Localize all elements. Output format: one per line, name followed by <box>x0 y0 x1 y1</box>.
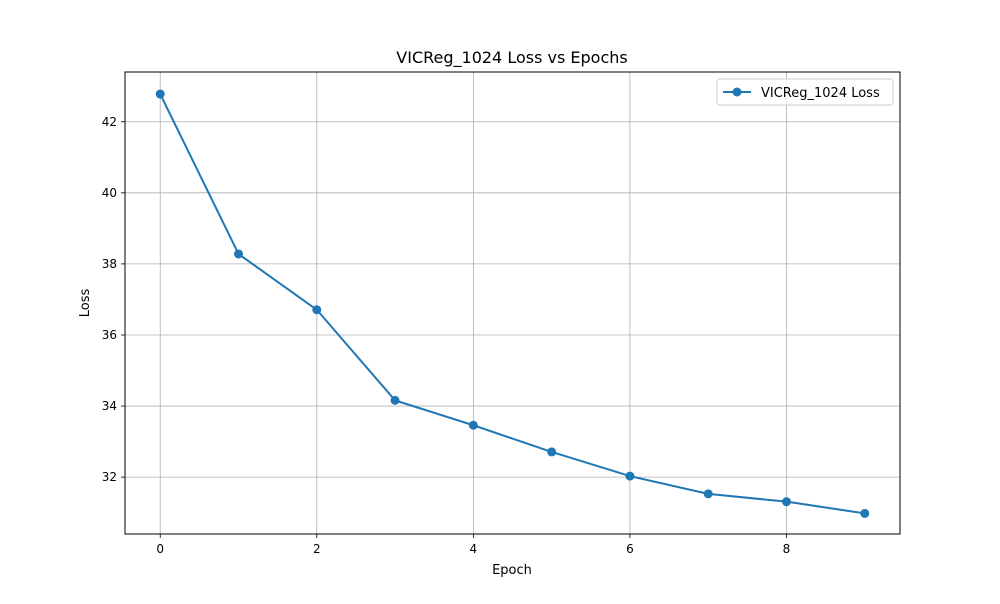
data-point <box>155 89 165 99</box>
y-tick-label: 36 <box>102 328 117 342</box>
gridlines <box>125 72 900 534</box>
x-tick-label: 2 <box>313 542 321 556</box>
y-axis-label: Loss <box>78 289 93 318</box>
x-tick-label: 4 <box>470 542 478 556</box>
data-point <box>468 420 478 430</box>
series-layer <box>155 89 870 518</box>
legend-marker-swatch <box>732 87 742 97</box>
legend: VICReg_1024 Loss <box>716 78 894 106</box>
data-point <box>703 489 713 499</box>
legend-box <box>716 78 894 106</box>
data-point <box>547 447 557 457</box>
axis-ticks: 0 2 4 6 8 32 34 36 38 40 42 <box>102 115 791 556</box>
y-tick-label: 40 <box>102 186 117 200</box>
y-tick-label: 32 <box>102 470 117 484</box>
y-tick-label: 38 <box>102 257 117 271</box>
y-tick-label: 34 <box>102 399 117 413</box>
legend-entry-label: VICReg_1024 Loss <box>761 86 880 101</box>
y-tick-label: 42 <box>102 115 117 129</box>
data-point <box>781 497 791 507</box>
x-tick-label: 0 <box>156 542 164 556</box>
x-axis-label: Epoch <box>492 563 532 578</box>
data-point <box>625 471 635 481</box>
data-point <box>390 395 400 405</box>
plot-area-frame <box>124 71 901 535</box>
series-line <box>159 93 865 515</box>
data-point <box>234 249 244 259</box>
data-point <box>860 508 870 518</box>
data-point <box>312 305 322 315</box>
x-tick-label: 6 <box>626 542 634 556</box>
chart-title: VICReg_1024 Loss vs Epochs <box>396 48 627 68</box>
x-tick-label: 8 <box>783 542 791 556</box>
